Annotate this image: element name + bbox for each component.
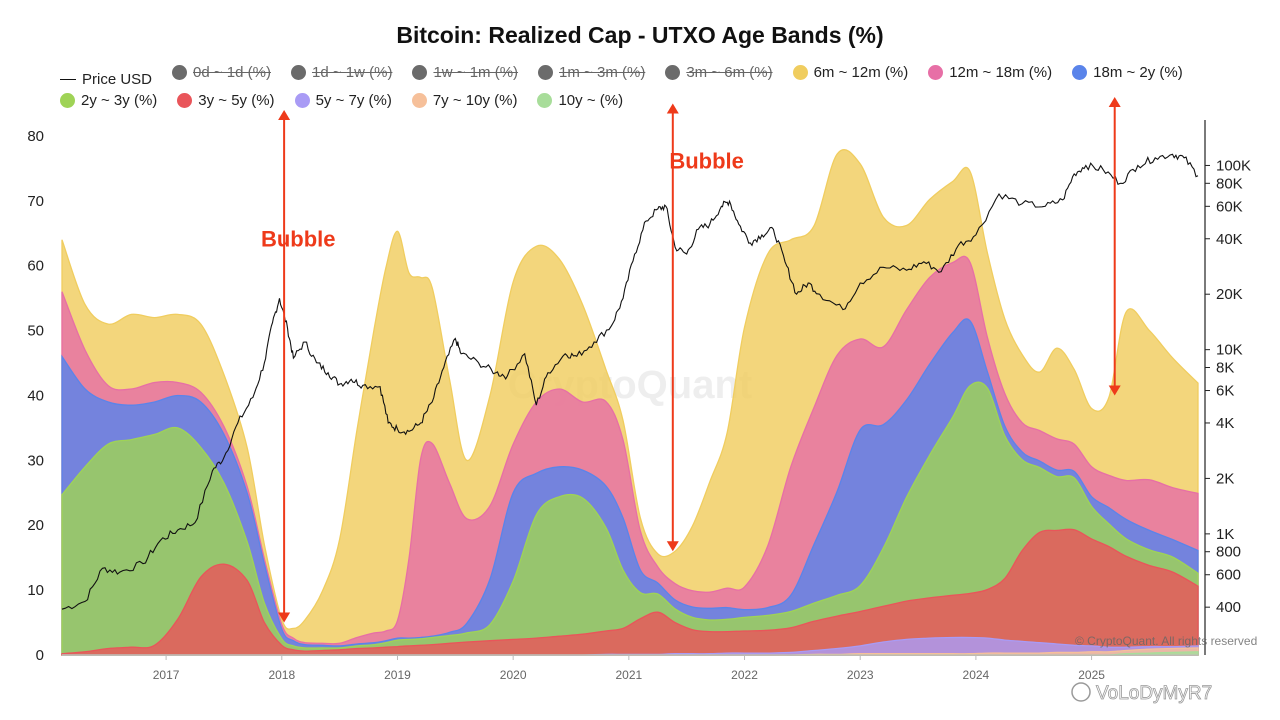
annotation-arrow	[278, 110, 291, 623]
area-3y-5y	[61, 528, 1199, 656]
legend-dot-swatch	[412, 65, 428, 80]
legend-label: 3m ~ 6m (%)	[686, 64, 773, 81]
chart-title: Bitcoin: Realized Cap - UTXO Age Bands (…	[396, 22, 884, 48]
y-tick-label: 50	[27, 323, 44, 340]
y2-tick-label: 80K	[1216, 175, 1243, 192]
y2-tick-label: 600	[1216, 567, 1241, 584]
x-tick-label: 2024	[963, 668, 990, 682]
y2-tick-label: 20K	[1216, 286, 1243, 303]
y2-tick-label: 6K	[1216, 383, 1234, 400]
legend-item-price-usd[interactable]: Price USD	[60, 69, 152, 90]
y-tick-label: 10	[27, 582, 44, 599]
x-tick-label: 2021	[615, 668, 642, 682]
legend-dot-swatch	[290, 65, 306, 80]
legend-item-1w-1m[interactable]: 1w ~ 1m (%)	[412, 62, 518, 83]
y-tick-label: 80	[27, 128, 44, 145]
y2-tick-label: 8K	[1216, 360, 1234, 377]
legend-item-0d-1d[interactable]: 0d ~ 1d (%)	[172, 62, 271, 83]
x-tick-label: 2019	[384, 668, 411, 682]
legend-dot-swatch	[538, 65, 554, 80]
legend-dot-swatch	[792, 65, 808, 80]
annotation-bubble-label: Bubble	[261, 226, 336, 251]
legend-dot-swatch	[537, 93, 553, 108]
legend-label: 12m ~ 18m (%)	[949, 64, 1053, 81]
legend-item-1m-3m[interactable]: 1m ~ 3m (%)	[538, 62, 645, 83]
legend-item-1d-1w[interactable]: 1d ~ 1w (%)	[290, 62, 393, 83]
price-usd-line	[61, 153, 1199, 610]
author-watermark: VoLoDyMyR7	[1071, 682, 1213, 704]
legend-item-5y-7y[interactable]: 5y ~ 7y (%)	[294, 90, 392, 111]
legend-label: 0d ~ 1d (%)	[193, 64, 271, 81]
x-tick-label: 2017	[153, 668, 180, 682]
annotation-arrow	[666, 103, 679, 552]
y-tick-label: 30	[27, 452, 44, 469]
x-tick-label: 2025	[1078, 668, 1105, 682]
y2-tick-label: 400	[1216, 599, 1241, 616]
svg-text:VoLoDyMyR7: VoLoDyMyR7	[1096, 683, 1212, 704]
x-tick-label: 2018	[268, 668, 295, 682]
legend-item-2y-3y[interactable]: 2y ~ 3y (%)	[60, 90, 157, 111]
y2-tick-label: 60K	[1216, 198, 1243, 215]
legend-dot-swatch	[177, 93, 193, 108]
legend-label: 5y ~ 7y (%)	[315, 92, 392, 109]
legend-label: 6m ~ 12m (%)	[813, 64, 909, 81]
y-tick-label: 60	[27, 258, 44, 275]
legend-label: 1d ~ 1w (%)	[311, 64, 393, 81]
legend-line-swatch	[60, 79, 76, 80]
annotation-arrow	[1108, 97, 1121, 396]
annotation-bubble-label: Bubble	[669, 148, 744, 173]
x-tick-label: 2022	[731, 668, 758, 682]
legend-dot-swatch	[172, 65, 188, 80]
x-tick-label: 2023	[847, 668, 874, 682]
legend-dot-swatch	[411, 93, 427, 108]
y-tick-label: 20	[27, 517, 44, 534]
legend-label: 10y ~ (%)	[558, 92, 624, 109]
legend-label: 1w ~ 1m (%)	[433, 64, 519, 81]
legend-item-10y[interactable]: 10y ~ (%)	[537, 90, 623, 111]
y2-tick-label: 100K	[1216, 157, 1251, 174]
y2-tick-label: 4K	[1216, 415, 1234, 432]
legend-label: Price USD	[82, 71, 153, 88]
legend-dot-swatch	[294, 93, 310, 108]
x-tick-label: 2020	[500, 668, 527, 682]
legend-label: 18m ~ 2y (%)	[1093, 64, 1183, 81]
legend-item-18m-2y[interactable]: 18m ~ 2y (%)	[1072, 62, 1183, 83]
y-tick-label: 70	[27, 193, 44, 210]
y2-tick-label: 800	[1216, 544, 1241, 561]
legend-item-7y-10y[interactable]: 7y ~ 10y (%)	[411, 90, 518, 111]
legend-item-3m-6m[interactable]: 3m ~ 6m (%)	[665, 62, 773, 83]
copyright-watermark: © CryptoQuant. All rights reserved	[1075, 634, 1257, 648]
y2-tick-label: 40K	[1216, 231, 1243, 248]
y-tick-label: 0	[36, 647, 44, 664]
legend-item-6m-12m[interactable]: 6m ~ 12m (%)	[792, 62, 909, 83]
legend-label: 1m ~ 3m (%)	[559, 64, 646, 81]
legend-dot-swatch	[928, 65, 944, 80]
legend-label: 2y ~ 3y (%)	[81, 92, 158, 109]
y2-tick-label: 1K	[1216, 526, 1234, 543]
legend: Price USD 0d ~ 1d (%) 1d ~ 1w (%) 1w ~ 1m (…	[60, 62, 1240, 113]
legend-item-12m-18m[interactable]: 12m ~ 18m (%)	[928, 62, 1052, 83]
legend-dot-swatch	[60, 93, 75, 108]
y2-tick-label: 2K	[1216, 470, 1234, 487]
legend-dot-swatch	[665, 65, 681, 80]
legend-item-3y-5y[interactable]: 3y ~ 5y (%)	[177, 90, 275, 111]
y2-tick-label: 10K	[1216, 342, 1243, 359]
y-tick-label: 40	[27, 387, 44, 404]
area-2y-3y	[61, 381, 1199, 656]
legend-label: 7y ~ 10y (%)	[432, 92, 518, 109]
legend-label: 3y ~ 5y (%)	[198, 92, 275, 109]
legend-dot-swatch	[1072, 65, 1088, 80]
